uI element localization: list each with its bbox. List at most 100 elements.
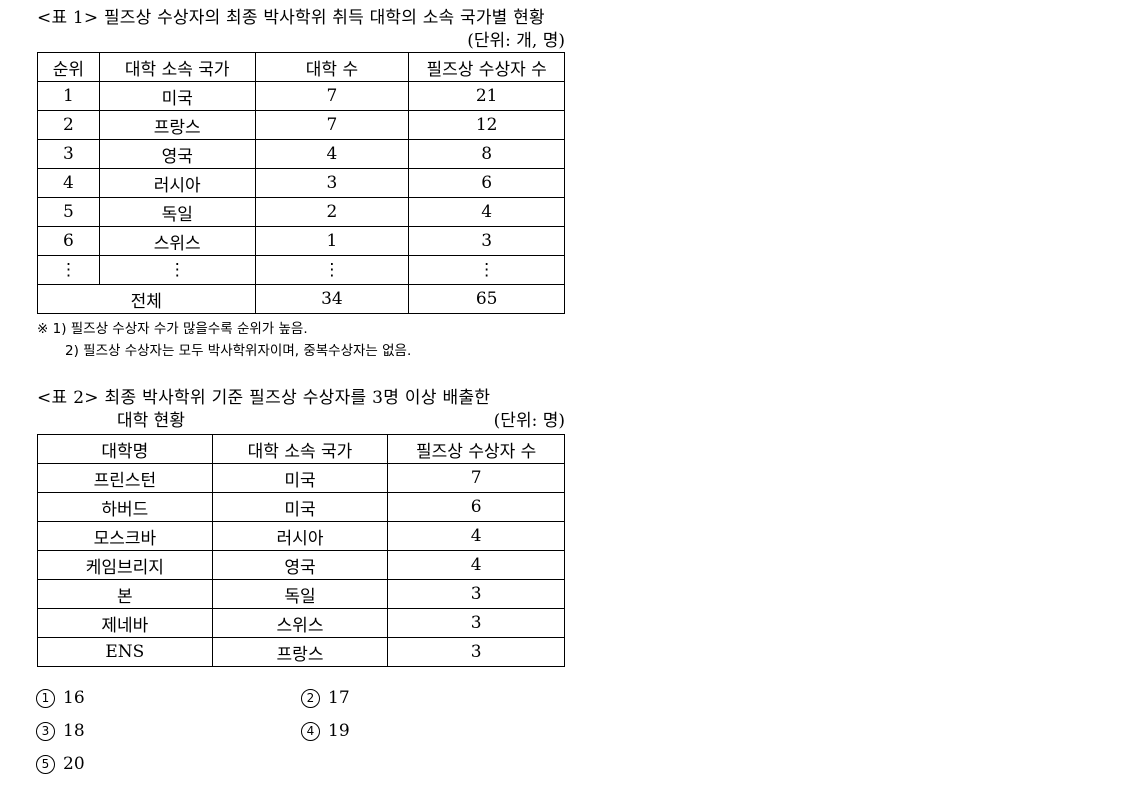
table1-row: 2 프랑스 7 12: [37, 110, 565, 140]
table1-row: 5 독일 2 4: [37, 197, 565, 227]
table1-cell: 미국: [98, 81, 256, 111]
table1-cell: 4: [408, 197, 565, 227]
table1-row: 1 미국 7 21: [37, 81, 565, 111]
table1-header-row: 순위 대학 소속 국가 대학 수 필즈상 수상자 수: [37, 52, 565, 82]
table2-row: 제네바 스위스 3: [37, 608, 565, 638]
table1-cell: 7: [254, 81, 410, 111]
table1-row: 3 영국 4 8: [37, 139, 565, 169]
table2-row: 프린스턴 미국 7: [37, 463, 565, 493]
table2-cell: 3: [387, 637, 565, 667]
table2-cell: 7: [387, 463, 565, 493]
table2-header-row: 대학명 대학 소속 국가 필즈상 수상자 수: [37, 434, 565, 464]
table1-cell: ⋮: [98, 255, 256, 285]
choice-3[interactable]: 3 18: [36, 721, 85, 741]
table2-cell: 모스크바: [37, 521, 213, 551]
table2-row: 본 독일 3: [37, 579, 565, 609]
table2-cell: 제네바: [37, 608, 213, 638]
choice-5[interactable]: 5 20: [36, 754, 85, 774]
table1-cell: 3: [408, 226, 565, 256]
table1-total-row: 전체 34 65: [37, 284, 565, 314]
table2-title-line2: 대학 현황: [117, 411, 185, 431]
table2-cell: 4: [387, 521, 565, 551]
table1-cell: 12: [408, 110, 565, 140]
table1-cell: 21: [408, 81, 565, 111]
table2-row: 케임브리지 영국 4: [37, 550, 565, 580]
table2-cell: 6: [387, 492, 565, 522]
document: <표 1> 필즈상 수상자의 최종 박사학위 취득 대학의 소속 국가별 현황 …: [37, 6, 565, 667]
table2-cell: 프린스턴: [37, 463, 213, 493]
table1-cell: 프랑스: [98, 110, 256, 140]
table2-cell: 미국: [211, 463, 389, 493]
table1-cell: 2: [254, 197, 410, 227]
table1-notes: ※ 1) 필즈상 수상자 수가 많을수록 순위가 높음. 2) 필즈상 수상자는…: [37, 318, 565, 362]
table2-cell: 케임브리지: [37, 550, 213, 580]
table1-total-label: 전체: [37, 284, 256, 314]
table1-total-cell: 65: [408, 284, 565, 314]
table1-header: 필즈상 수상자 수: [408, 52, 565, 82]
table2-title: <표 2> 최종 박사학위 기준 필즈상 수상자를 3명 이상 배출한: [37, 388, 491, 408]
choice-1[interactable]: 1 16: [36, 688, 85, 708]
table1-cell: ⋮: [408, 255, 565, 285]
table2-cell: 영국: [211, 550, 389, 580]
table2-cell: 러시아: [211, 521, 389, 551]
choice-text: 17: [328, 688, 350, 708]
table1-cell: 2: [37, 110, 100, 140]
choice-2[interactable]: 2 17: [301, 688, 350, 708]
table1-row: 6 스위스 1 3: [37, 226, 565, 256]
table1-cell: 러시아: [98, 168, 256, 198]
table2-cell: 3: [387, 608, 565, 638]
choice-text: 19: [328, 721, 350, 741]
table1-cell: 6: [37, 226, 100, 256]
table1: 순위 대학 소속 국가 대학 수 필즈상 수상자 수 1 미국 7 21 2 프랑스 7 12…: [37, 52, 565, 314]
choice-text: 16: [63, 688, 85, 708]
table2-row: 모스크바 러시아 4: [37, 521, 565, 551]
table2: 대학명 대학 소속 국가 필즈상 수상자 수 프린스턴 미국 7 하버드 미국 6 모스크바…: [37, 434, 565, 667]
table2-header: 대학 소속 국가: [211, 434, 389, 464]
table1-cell: 5: [37, 197, 100, 227]
table1-title: <표 1> 필즈상 수상자의 최종 박사학위 취득 대학의 소속 국가별 현황: [37, 8, 545, 28]
table2-cell: 본: [37, 579, 213, 609]
table1-cell: 1: [37, 81, 100, 111]
table2-cell: 스위스: [211, 608, 389, 638]
choice-number: 1: [36, 689, 55, 708]
table1-cell: 3: [254, 168, 410, 198]
table1-total-cell: 34: [254, 284, 410, 314]
note-2: 2) 필즈상 수상자는 모두 박사학위자이며, 중복수상자는 없음.: [65, 343, 412, 359]
table1-cell: 3: [37, 139, 100, 169]
table2-cell: 독일: [211, 579, 389, 609]
table2-cell: 하버드: [37, 492, 213, 522]
table1-unit: (단위: 개, 명): [467, 31, 565, 51]
table1-cell: ⋮: [254, 255, 410, 285]
table1-cell: 스위스: [98, 226, 256, 256]
choice-number: 2: [301, 689, 320, 708]
table1-header: 대학 수: [254, 52, 410, 82]
table1-cell: 4: [37, 168, 100, 198]
table1-row: 4 러시아 3 6: [37, 168, 565, 198]
table2-header: 필즈상 수상자 수: [387, 434, 565, 464]
table1-row: ⋮ ⋮ ⋮ ⋮: [37, 255, 565, 285]
table2-cell: 미국: [211, 492, 389, 522]
table2-cell: 프랑스: [211, 637, 389, 667]
note-1: ※ 1) 필즈상 수상자 수가 많을수록 순위가 높음.: [37, 321, 308, 337]
table1-cell: 독일: [98, 197, 256, 227]
choice-text: 18: [63, 721, 85, 741]
table1-cell: 4: [254, 139, 410, 169]
choice-number: 4: [301, 722, 320, 741]
table1-cell: 8: [408, 139, 565, 169]
table2-cell: 4: [387, 550, 565, 580]
table1-cell: 1: [254, 226, 410, 256]
table2-cell: ENS: [37, 637, 213, 667]
table1-cell: ⋮: [37, 255, 100, 285]
table2-unit: (단위: 명): [493, 411, 565, 431]
table1-header: 대학 소속 국가: [98, 52, 256, 82]
choice-text: 20: [63, 754, 85, 774]
choice-4[interactable]: 4 19: [301, 721, 350, 741]
table2-row: ENS 프랑스 3: [37, 637, 565, 667]
table1-header: 순위: [37, 52, 100, 82]
table2-header: 대학명: [37, 434, 213, 464]
table2-row: 하버드 미국 6: [37, 492, 565, 522]
choice-number: 3: [36, 722, 55, 741]
choice-number: 5: [36, 755, 55, 774]
table2-cell: 3: [387, 579, 565, 609]
table1-cell: 6: [408, 168, 565, 198]
